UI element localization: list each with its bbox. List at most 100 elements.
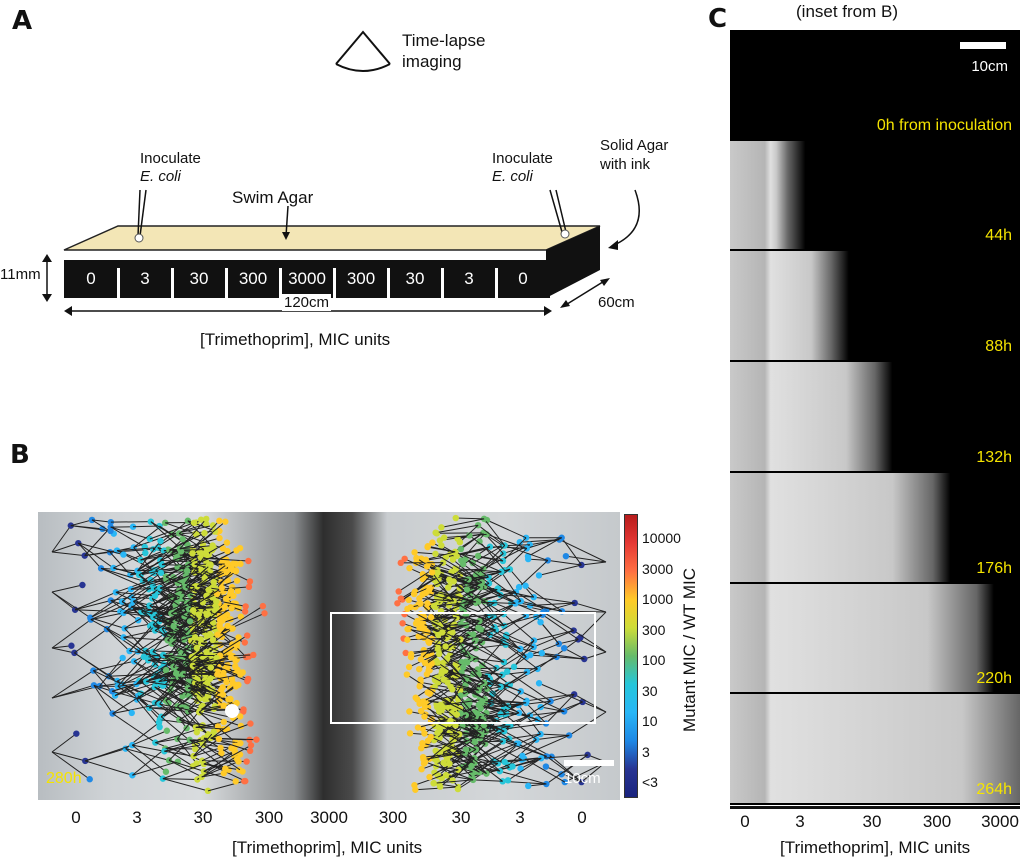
panel-b-axis-label: [Trimethoprim], MIC units <box>232 838 423 857</box>
tree-branch <box>424 639 461 664</box>
mutant-dot <box>479 698 486 705</box>
mutant-dot <box>501 758 508 766</box>
tree-branch <box>123 636 168 641</box>
panel-a-axis-label: [Trimethoprim], MIC units <box>200 330 391 349</box>
tree-branch <box>478 689 520 714</box>
mutant-dot <box>442 771 450 779</box>
mutant-dot <box>162 573 170 580</box>
tree-branch <box>149 522 195 540</box>
tree-branch <box>155 727 202 744</box>
tree-branch <box>506 671 551 702</box>
tree-branch <box>565 555 607 563</box>
mutant-dot <box>189 550 196 557</box>
colorbar-tick-label: 10 <box>642 713 658 729</box>
tree-branch <box>441 518 485 528</box>
panel-c-title: (inset from B) <box>796 2 899 21</box>
tree-branch <box>177 705 209 736</box>
tree-branch <box>140 550 165 561</box>
tree-branch <box>449 634 470 656</box>
mutant-dot <box>209 542 216 549</box>
tree-branch <box>90 619 124 638</box>
tree-branch <box>429 693 476 718</box>
tree-branch <box>563 647 585 660</box>
tree-branch <box>133 533 173 548</box>
tree-branch <box>178 533 224 563</box>
mutant-dot <box>128 709 135 717</box>
mutant-dot <box>250 651 257 659</box>
mutant-dot <box>420 651 428 658</box>
mutant-dot <box>205 586 212 594</box>
tree-branch <box>488 576 522 602</box>
tree-branch <box>473 779 503 782</box>
tree-branch <box>51 733 77 753</box>
tree-branch <box>580 611 607 638</box>
mutant-dot <box>190 519 198 526</box>
panel-c-axis-label: [Trimethoprim], MIC units <box>780 838 971 857</box>
tree-branch <box>133 525 160 528</box>
tree-branch <box>561 537 582 566</box>
mutant-dot <box>179 535 186 543</box>
tree-branch <box>545 693 575 724</box>
inoculate-left-label: Inoculate <box>140 150 201 167</box>
tree-branch <box>74 628 108 654</box>
mutant-dot <box>435 708 443 715</box>
mutant-dot <box>213 604 220 611</box>
tree-branch <box>193 747 221 757</box>
mutant-dot <box>228 604 235 612</box>
tree-branch <box>533 596 575 604</box>
mutant-dot <box>426 690 433 697</box>
tree-branch <box>464 702 506 726</box>
tree-branch <box>447 681 479 691</box>
tree-branch <box>509 568 535 598</box>
tree-branch <box>459 581 483 589</box>
mutant-dot <box>241 608 249 615</box>
tree-branch <box>503 730 552 758</box>
mutant-dot <box>155 719 163 726</box>
tree-branch <box>480 628 521 650</box>
tree-branch <box>507 757 542 781</box>
b-x-tick-label: 30 <box>451 808 471 827</box>
mutant-dot <box>203 648 210 656</box>
mutant-dot <box>438 542 445 549</box>
tree-branch <box>136 685 164 700</box>
swim-agar-label: Swim Agar <box>232 188 314 207</box>
tree-branch <box>170 640 192 657</box>
tree-branch <box>194 563 234 591</box>
tree-branch <box>433 601 476 607</box>
mutant-dot <box>525 782 532 790</box>
inoculation-dot <box>225 704 239 718</box>
tree-branch <box>187 687 220 694</box>
inset-box <box>330 612 596 724</box>
mutant-dot <box>184 685 192 692</box>
tree-branch <box>178 519 202 534</box>
tree-branch <box>137 549 170 572</box>
c-x-tick-label: 300 <box>922 812 952 831</box>
tree-branch <box>484 714 531 745</box>
tree-branch <box>433 779 474 784</box>
b-scale-label: 10cm <box>564 770 601 787</box>
tree-branch <box>455 640 476 665</box>
tree-branch <box>51 591 91 619</box>
mutant-dot <box>418 766 425 773</box>
mutant-dot <box>232 681 239 689</box>
tree-branch <box>203 770 236 782</box>
mutant-dot <box>162 666 170 674</box>
mutant-dot <box>504 668 511 675</box>
mutant-dot <box>516 538 523 546</box>
tree-branch <box>132 600 163 630</box>
mutant-dot <box>227 587 235 595</box>
c-x-tick-label: 3 <box>795 812 805 831</box>
tree-branch <box>518 704 541 735</box>
tree-branch <box>493 739 537 762</box>
colorbar-tick-label: 1000 <box>642 591 674 607</box>
mutant-dot <box>421 703 429 710</box>
tree-branch <box>132 748 166 776</box>
tree-branch <box>431 616 457 619</box>
tree-branch <box>437 648 471 659</box>
mutant-dot <box>456 538 464 546</box>
tree-branch <box>449 732 482 736</box>
tree-branch <box>499 770 547 785</box>
tree-branch <box>478 673 501 688</box>
tree-branch <box>436 765 459 771</box>
tree-branch <box>492 671 528 695</box>
